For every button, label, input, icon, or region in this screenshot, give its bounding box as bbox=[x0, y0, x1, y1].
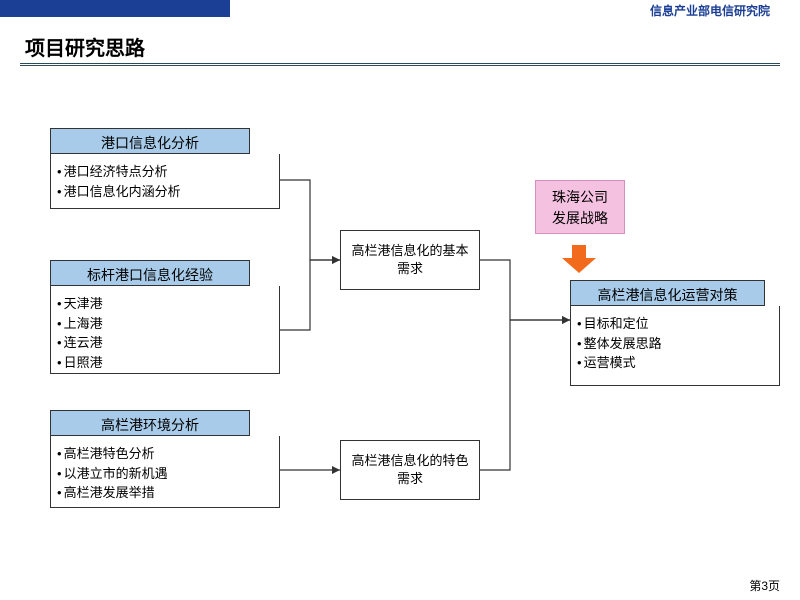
list-item: 日照港 bbox=[57, 353, 273, 373]
arrow-down-head-icon bbox=[562, 258, 596, 273]
box-port-analysis-header: 港口信息化分析 bbox=[50, 128, 250, 154]
note-line1: 珠海公司 bbox=[540, 187, 620, 208]
list-item: 高栏港特色分析 bbox=[57, 444, 273, 464]
box-port-analysis-body: 港口经济特点分析港口信息化内涵分析 bbox=[50, 154, 280, 209]
note-zhuhai-strategy: 珠海公司 发展战略 bbox=[535, 180, 625, 234]
page-title: 项目研究思路 bbox=[25, 32, 145, 61]
list-item: 整体发展思路 bbox=[577, 334, 773, 354]
box-strategy-header: 高栏港信息化运营对策 bbox=[570, 280, 765, 306]
list-item: 高栏港发展举措 bbox=[57, 483, 273, 503]
box-basic-needs: 高栏港信息化的基本需求 bbox=[340, 230, 480, 290]
box-special-needs: 高栏港信息化的特色需求 bbox=[340, 440, 480, 500]
list-item: 上海港 bbox=[57, 314, 273, 334]
title-rule bbox=[20, 63, 780, 66]
list-item: 港口经济特点分析 bbox=[57, 162, 273, 182]
header-bar: 信息产业部电信研究院 bbox=[0, 0, 800, 20]
org-label: 信息产业部电信研究院 bbox=[650, 2, 770, 19]
box-strategy-body: 目标和定位整体发展思路运营模式 bbox=[570, 306, 780, 386]
note-line2: 发展战略 bbox=[540, 208, 620, 229]
list-item: 运营模式 bbox=[577, 353, 773, 373]
list-item: 目标和定位 bbox=[577, 314, 773, 334]
arrow-down-icon bbox=[572, 245, 587, 258]
page-number: 第3页 bbox=[749, 577, 780, 594]
header-accent bbox=[0, 0, 230, 17]
list-item: 港口信息化内涵分析 bbox=[57, 182, 273, 202]
box-benchmark-header: 标杆港口信息化经验 bbox=[50, 260, 250, 286]
list-item: 天津港 bbox=[57, 294, 273, 314]
box-env-header: 高栏港环境分析 bbox=[50, 410, 250, 436]
list-item: 连云港 bbox=[57, 333, 273, 353]
list-item: 以港立市的新机遇 bbox=[57, 464, 273, 484]
box-benchmark-body: 天津港上海港连云港日照港 bbox=[50, 286, 280, 374]
box-env-body: 高栏港特色分析以港立市的新机遇高栏港发展举措 bbox=[50, 436, 280, 508]
